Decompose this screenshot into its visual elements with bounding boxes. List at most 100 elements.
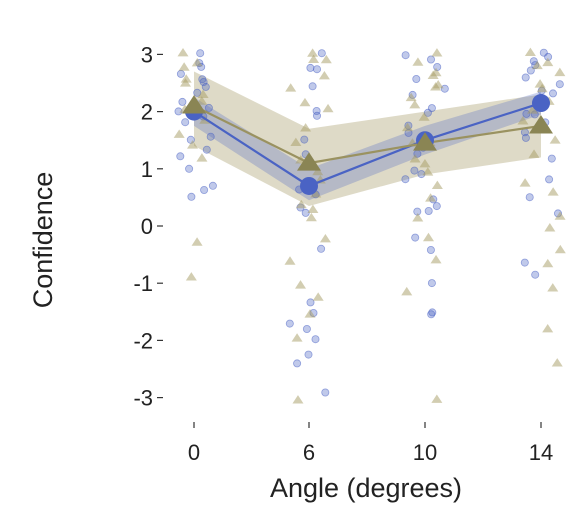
- blue-mean-marker: [532, 94, 550, 113]
- raw-point-circle: [321, 388, 330, 397]
- y-tick-label: 1: [141, 157, 153, 182]
- raw-point-triangle: [173, 129, 185, 138]
- raw-point-triangle: [536, 83, 548, 93]
- raw-point-circle: [531, 270, 540, 279]
- raw-point-circle: [200, 185, 209, 194]
- raw-point-triangle: [284, 256, 296, 265]
- raw-point-triangle: [319, 233, 331, 243]
- raw-point-circle: [521, 73, 530, 82]
- raw-point-triangle: [196, 153, 208, 162]
- olive-mean-marker: [413, 132, 437, 151]
- raw-point-triangle: [542, 57, 554, 67]
- raw-point-triangle: [544, 223, 556, 232]
- raw-point-circle: [193, 88, 202, 97]
- raw-point-triangle: [178, 62, 190, 71]
- olive-mean-marker: [182, 95, 206, 114]
- olive-mean-marker: [529, 115, 553, 134]
- raw-point-triangle: [177, 47, 189, 57]
- raw-point-circle: [547, 154, 556, 163]
- raw-point-circle: [304, 350, 313, 359]
- raw-point-circle: [432, 202, 441, 211]
- raw-point-triangle: [551, 358, 563, 367]
- raw-point-triangle: [196, 96, 208, 105]
- raw-point-triangle: [534, 79, 546, 88]
- olive-mean-line: [193, 104, 542, 165]
- raw-point-triangle: [305, 212, 317, 222]
- olive-mean-marker: [297, 152, 321, 171]
- raw-point-triangle: [308, 54, 320, 63]
- raw-point-circle: [302, 324, 311, 333]
- raw-point-circle: [178, 97, 187, 106]
- x-tick-label: 14: [529, 440, 553, 465]
- raw-point-triangle: [191, 237, 203, 246]
- raw-point-triangle: [549, 135, 561, 144]
- mean-lines: [193, 101, 542, 188]
- raw-point-circle: [293, 359, 302, 368]
- raw-point-circle: [412, 75, 421, 84]
- raw-point-circle: [202, 145, 211, 154]
- raw-point-circle: [206, 132, 215, 141]
- raw-point-triangle: [318, 70, 330, 80]
- blue-mean-marker: [300, 176, 318, 195]
- raw-point-triangle: [422, 232, 434, 242]
- y-tick-label: 2: [141, 100, 153, 125]
- raw-point-circle: [199, 78, 208, 87]
- raw-point-triangle: [197, 89, 209, 99]
- raw-point-triangle: [299, 97, 311, 107]
- raw-point-circle: [306, 63, 315, 72]
- raw-point-triangle: [524, 47, 536, 57]
- raw-point-circle: [285, 319, 294, 328]
- raw-point-triangle: [517, 116, 529, 125]
- raw-point-circle: [555, 80, 564, 89]
- raw-point-triangle: [290, 137, 302, 147]
- raw-point-triangle: [425, 193, 437, 202]
- raw-point-triangle: [310, 189, 322, 198]
- raw-point-triangle: [526, 105, 538, 114]
- raw-point-triangle: [405, 92, 417, 102]
- raw-point-circle: [433, 63, 442, 72]
- raw-point-triangle: [430, 82, 442, 91]
- x-tick-label: 6: [303, 440, 315, 465]
- raw-point-triangle: [295, 280, 307, 289]
- raw-point-circle: [428, 308, 437, 317]
- raw-point-triangle: [554, 211, 566, 220]
- raw-point-triangle: [402, 122, 414, 132]
- raw-point-circle: [201, 82, 210, 91]
- y-tick-label: -1: [133, 271, 153, 296]
- raw-point-triangle: [312, 292, 324, 301]
- raw-point-circle: [424, 206, 433, 215]
- raw-point-triangle: [542, 258, 554, 268]
- olive-ci-band: [194, 71, 541, 206]
- raw-point-triangle: [401, 286, 413, 296]
- raw-point-circle: [545, 175, 554, 184]
- raw-point-circle: [521, 133, 530, 142]
- raw-point-circle: [311, 335, 320, 344]
- raw-point-triangle: [292, 395, 304, 404]
- raw-point-circle: [440, 84, 449, 93]
- x-tick-label: 0: [188, 440, 200, 465]
- raw-point-circle: [401, 51, 410, 60]
- raw-point-triangle: [547, 283, 559, 292]
- raw-point-triangle: [312, 166, 324, 176]
- raw-point-triangle: [320, 54, 332, 64]
- y-tick-label: -2: [133, 328, 153, 353]
- raw-point-circle: [196, 49, 205, 58]
- raw-point-triangle: [418, 112, 430, 121]
- raw-point-triangle: [322, 103, 334, 113]
- raw-point-circle: [185, 164, 194, 173]
- raw-point-triangle: [307, 48, 319, 57]
- raw-point-triangle: [430, 254, 442, 264]
- raw-point-triangle: [295, 199, 307, 209]
- raw-point-circle: [187, 192, 196, 201]
- raw-point-triangle: [554, 244, 566, 254]
- raw-point-circle: [176, 152, 185, 161]
- raw-point-triangle: [191, 58, 203, 67]
- y-tick-label: 0: [141, 214, 153, 239]
- mean-markers: [182, 94, 553, 195]
- raw-point-circle: [317, 244, 326, 253]
- raw-point-circle: [410, 166, 419, 175]
- raw-point-triangle: [542, 323, 554, 333]
- x-tick-label: 10: [413, 440, 437, 465]
- raw-point-circle: [520, 258, 529, 267]
